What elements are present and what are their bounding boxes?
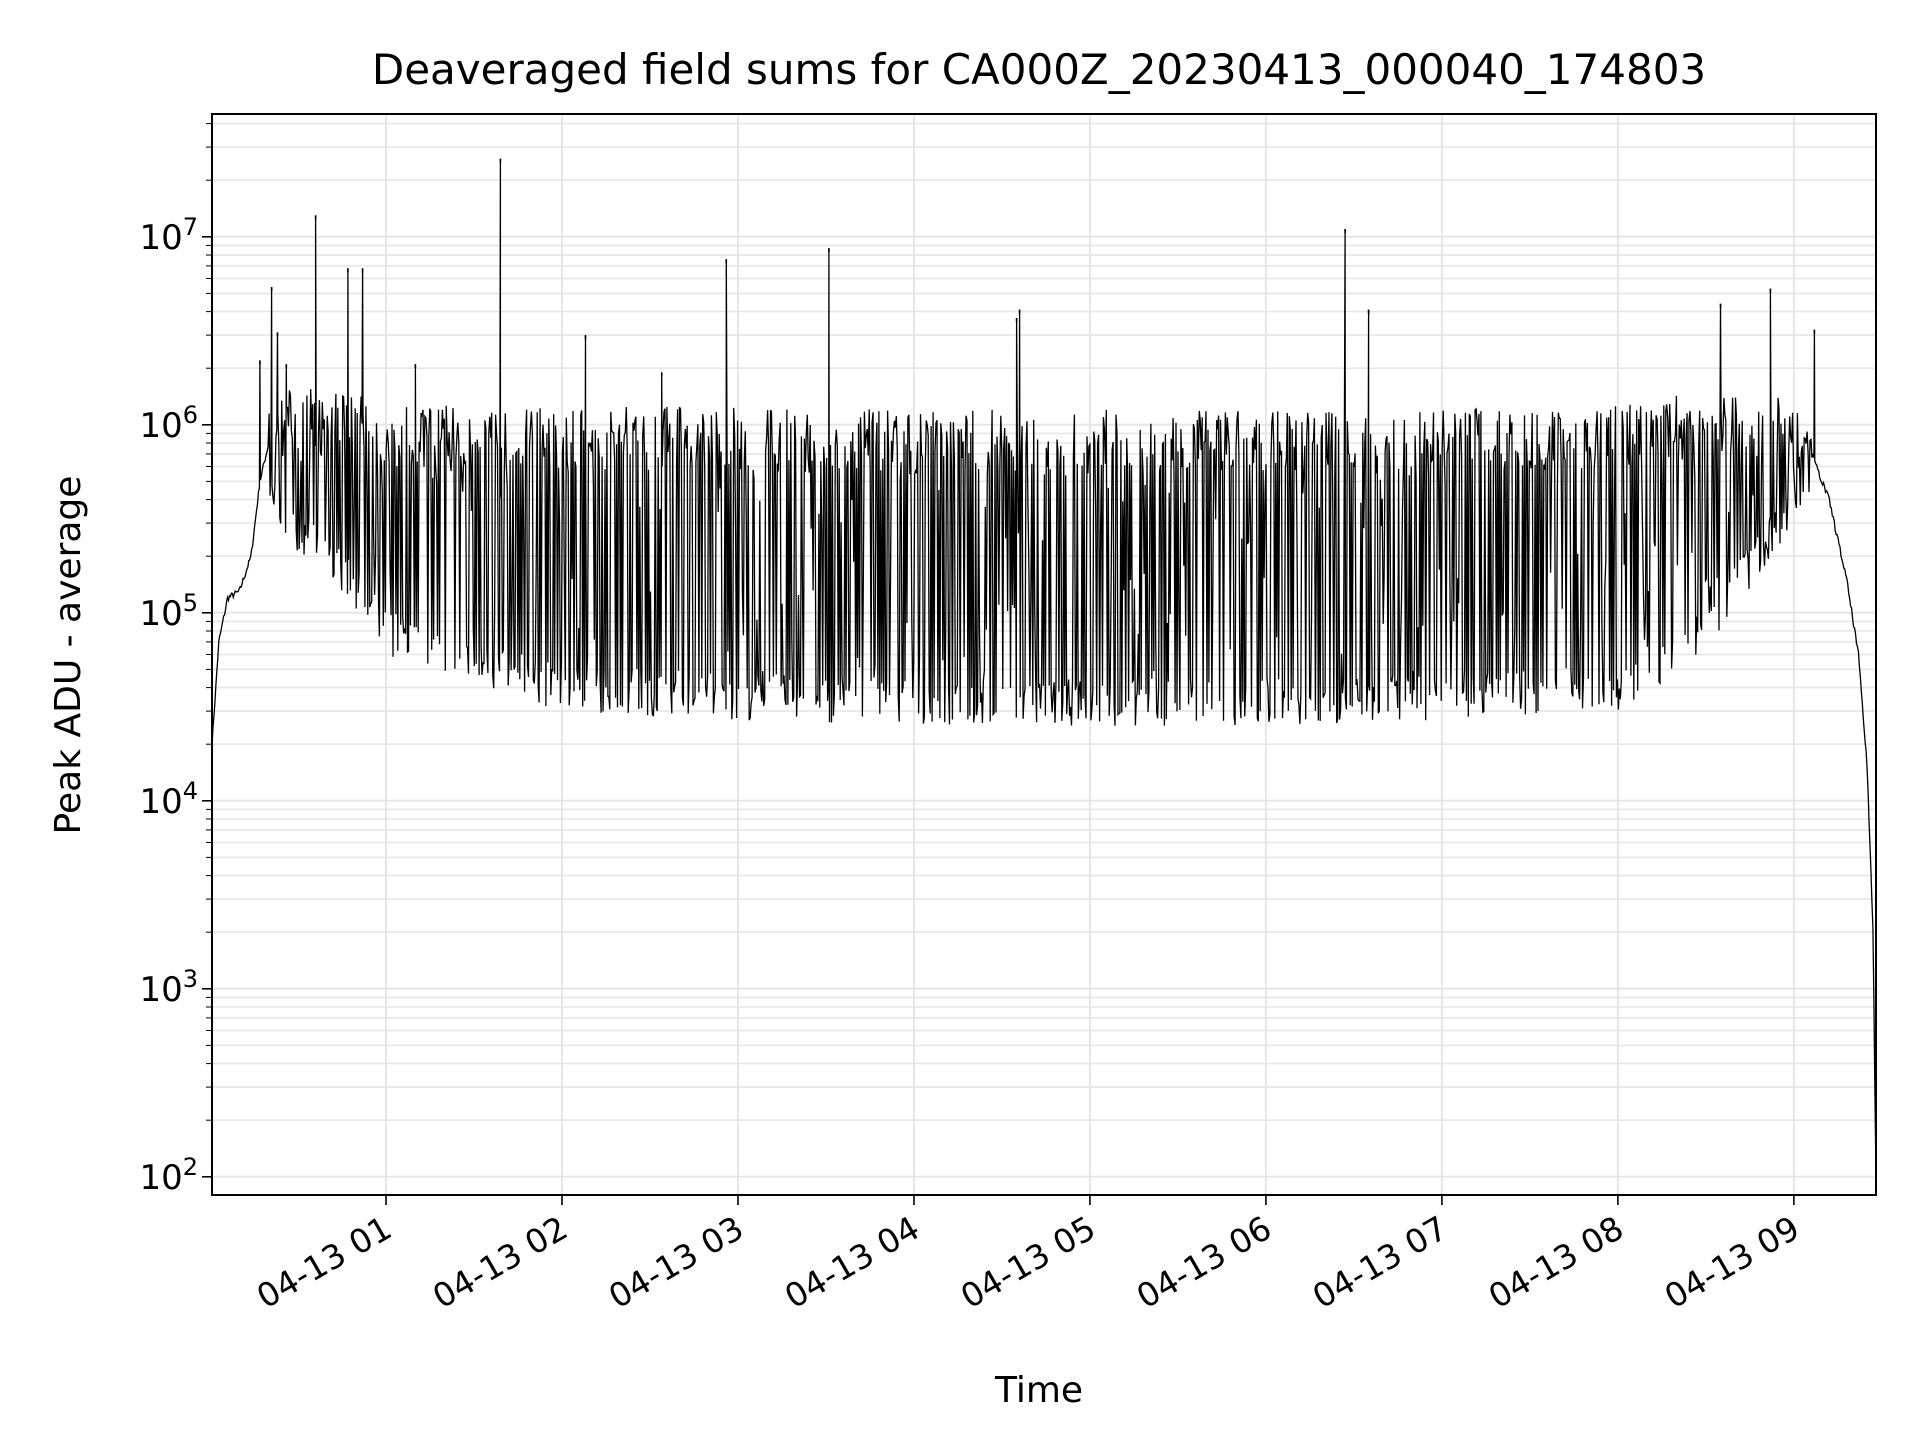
y-tick-label: 107 xyxy=(139,213,198,258)
data-series xyxy=(211,158,1877,1177)
chart-title: Deaveraged field sums for CA000Z_2023041… xyxy=(372,45,1706,94)
y-tick-label: 103 xyxy=(139,965,198,1010)
y-axis-label: Peak ADU - average xyxy=(48,476,89,835)
y-tick-label: 105 xyxy=(139,589,198,634)
y-tick-label: 102 xyxy=(139,1153,198,1198)
y-tick-label: 106 xyxy=(139,401,198,446)
x-axis-label: Time xyxy=(994,1370,1083,1411)
series-line xyxy=(211,158,1877,1177)
y-tick-label: 104 xyxy=(139,777,198,822)
